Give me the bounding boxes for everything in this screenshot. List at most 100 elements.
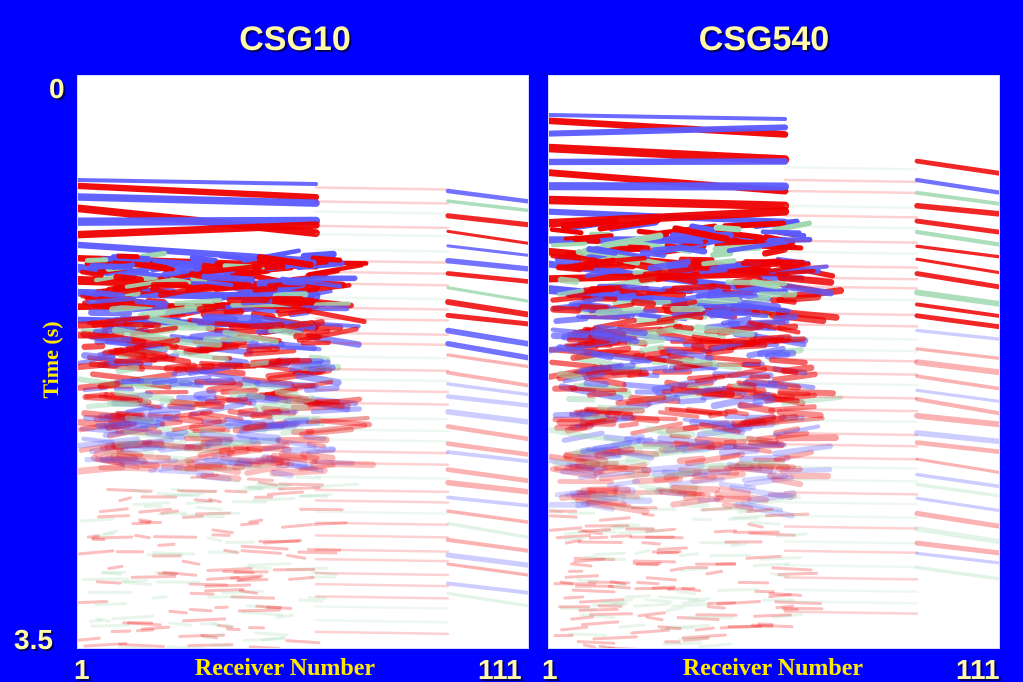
wavelet (689, 419, 736, 428)
wavelet (155, 454, 192, 462)
far-trace (445, 188, 528, 204)
wavelet (204, 377, 235, 384)
reflection-event (78, 221, 320, 239)
wavelet (725, 279, 788, 287)
wavelet (310, 406, 362, 415)
wavelet (298, 426, 355, 437)
wavelet (701, 427, 768, 446)
noise-wavelet (240, 521, 260, 527)
noise-wavelet (298, 598, 324, 603)
far-trace (446, 229, 528, 245)
noise-wavelet (131, 488, 148, 495)
wavelet (669, 485, 721, 493)
faint-band (783, 166, 919, 171)
faint-band (783, 456, 919, 461)
noise-wavelet (656, 550, 682, 555)
far-trace (914, 158, 999, 176)
wavelet (582, 434, 626, 443)
wavelet (581, 444, 631, 454)
wavelet (603, 434, 642, 444)
far-trace (914, 229, 999, 247)
noise-wavelet (669, 566, 686, 572)
noise-wavelet (306, 548, 342, 552)
wavelet (228, 390, 266, 400)
wavelet (256, 254, 314, 268)
wavelet (310, 255, 343, 263)
wavelet (595, 306, 643, 316)
noise-wavelet (134, 533, 151, 540)
wavelet (109, 453, 138, 462)
noise-wavelet (199, 621, 218, 626)
wavelet (756, 261, 811, 276)
noise-wavelet (246, 477, 275, 483)
wavelet (105, 455, 149, 465)
noise-wavelet (86, 534, 100, 539)
noise-wavelet (706, 601, 736, 605)
faint-band (314, 548, 450, 553)
noise-wavelet (662, 641, 703, 646)
wavelet (575, 457, 601, 467)
wavelet (303, 399, 345, 409)
wavelet (557, 370, 583, 381)
wavelet (658, 488, 698, 497)
wavelet (88, 440, 140, 455)
reflection-event (549, 124, 789, 137)
wavelet (116, 411, 142, 420)
faint-band (314, 224, 450, 230)
noise-wavelet (206, 536, 223, 543)
noise-wavelet (206, 566, 253, 572)
noise-wavelet (579, 613, 616, 619)
far-trace (445, 409, 528, 425)
noise-wavelet (122, 578, 148, 584)
faint-band (783, 443, 919, 448)
noise-wavelet (211, 622, 235, 628)
wavelet (642, 396, 664, 401)
wavelet (174, 362, 216, 373)
wavelet (560, 217, 619, 230)
noise-wavelet (676, 589, 697, 596)
wavelet (159, 419, 183, 427)
wavelet (103, 420, 151, 430)
wavelet (600, 232, 664, 249)
wavelet (148, 464, 184, 474)
noise-wavelet (681, 599, 706, 605)
wavelet (147, 413, 176, 420)
wavelet (169, 398, 225, 410)
noise-wavelet (776, 532, 808, 538)
far-trace (915, 302, 999, 318)
wavelet (556, 418, 617, 427)
wavelet (82, 415, 112, 422)
noise-wavelet (243, 485, 262, 491)
wavelet (640, 462, 705, 474)
wavelet (187, 412, 222, 425)
wavelet (594, 324, 648, 337)
wavelet (253, 424, 298, 432)
wavelet (250, 408, 283, 419)
noise-wavelet (229, 574, 264, 580)
wavelet (274, 389, 300, 398)
wavelet (727, 420, 764, 430)
noise-wavelet (601, 645, 615, 648)
wavelet (564, 466, 605, 474)
faint-band (314, 619, 450, 624)
wavelet (723, 438, 747, 446)
noise-wavelet (752, 562, 791, 568)
far-trace (446, 450, 528, 464)
far-trace (914, 271, 999, 290)
wavelet (189, 254, 219, 265)
wavelet (604, 411, 634, 420)
wavelet (288, 359, 331, 372)
noise-wavelet (705, 569, 724, 576)
wavelet (676, 455, 706, 465)
wavelet (779, 230, 807, 238)
noise-wavelet (641, 541, 661, 546)
wavelet (265, 454, 318, 465)
wavelet (575, 410, 599, 419)
far-trace (446, 244, 528, 257)
wavelet (632, 476, 684, 485)
noise-wavelet (624, 594, 651, 599)
wavelet (682, 417, 740, 429)
noise-wavelet (231, 500, 267, 504)
far-trace (915, 472, 999, 489)
wavelet (710, 391, 772, 410)
